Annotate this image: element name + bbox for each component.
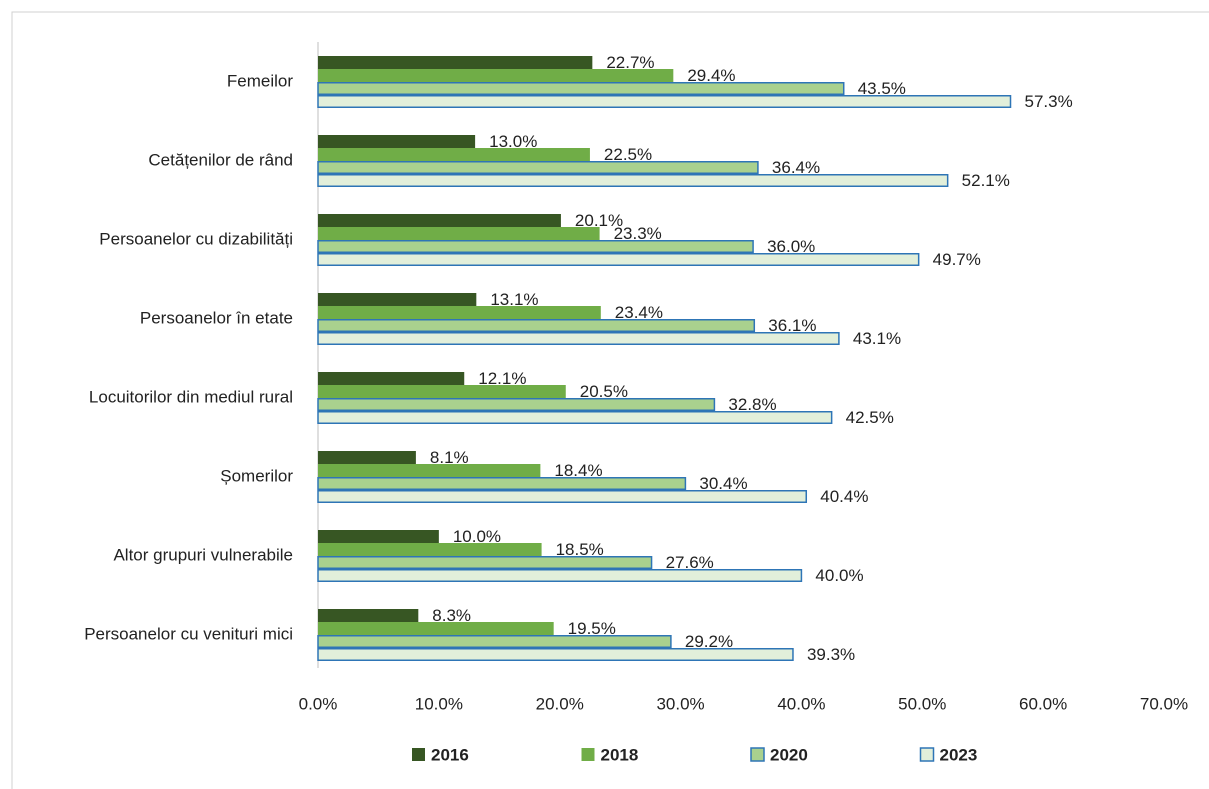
y-tick-label: Persoanelor cu dizabilități <box>99 229 293 248</box>
y-tick-label: Șomerilor <box>220 466 293 485</box>
data-label: 23.4% <box>615 303 663 322</box>
data-label: 18.5% <box>556 540 604 559</box>
bar <box>318 372 465 385</box>
data-label: 13.1% <box>490 290 538 309</box>
x-tick-label: 30.0% <box>656 694 704 713</box>
data-label: 22.5% <box>604 145 652 164</box>
bar <box>318 306 601 319</box>
bar <box>317 253 920 266</box>
legend-swatch <box>919 747 935 762</box>
bar <box>318 135 476 148</box>
data-label: 43.5% <box>858 79 906 98</box>
bar <box>318 56 593 69</box>
bar <box>317 319 756 332</box>
bar <box>318 451 416 464</box>
bar <box>317 477 687 490</box>
x-tick-label: 60.0% <box>1019 694 1067 713</box>
bar <box>317 635 672 648</box>
y-tick-label: Locuitorilor din mediul rural <box>89 387 293 406</box>
x-tick-label: 40.0% <box>777 694 825 713</box>
data-label: 39.3% <box>807 645 855 664</box>
data-label: 36.4% <box>772 158 820 177</box>
x-tick-label: 0.0% <box>299 694 338 713</box>
data-label: 40.4% <box>820 487 868 506</box>
bar <box>317 174 949 187</box>
legend-swatch <box>412 748 425 761</box>
data-label: 29.2% <box>685 632 733 651</box>
data-label: 22.7% <box>606 53 654 72</box>
y-tick-label: Cetățenilor de rând <box>148 150 293 169</box>
y-tick-label: Altor grupuri vulnerabile <box>113 545 293 564</box>
data-label: 43.1% <box>853 329 901 348</box>
data-label: 36.0% <box>767 237 815 256</box>
x-tick-label: 70.0% <box>1140 694 1188 713</box>
bar <box>317 82 845 95</box>
bar <box>318 464 541 477</box>
data-label: 29.4% <box>687 66 735 85</box>
x-tick-label: 20.0% <box>536 694 584 713</box>
bar <box>318 530 439 543</box>
data-label: 23.3% <box>614 224 662 243</box>
data-label: 18.4% <box>554 461 602 480</box>
bar <box>317 569 803 582</box>
bar <box>317 240 754 253</box>
bar <box>318 609 419 622</box>
legend-label: 2016 <box>431 745 469 764</box>
bar <box>317 490 808 503</box>
legend-swatch <box>750 747 765 762</box>
data-label: 27.6% <box>666 553 714 572</box>
data-label: 8.1% <box>430 448 469 467</box>
data-label: 10.0% <box>453 527 501 546</box>
legend-label: 2018 <box>601 745 639 764</box>
data-label: 19.5% <box>568 619 616 638</box>
bar <box>318 385 566 398</box>
data-label: 8.3% <box>432 606 471 625</box>
data-label: 42.5% <box>846 408 894 427</box>
bar <box>317 95 1012 108</box>
data-label: 20.5% <box>580 382 628 401</box>
bar <box>318 69 674 82</box>
bar <box>317 332 840 345</box>
bar <box>317 161 759 174</box>
data-label: 12.1% <box>478 369 526 388</box>
y-tick-label: Persoanelor cu venituri mici <box>84 624 293 643</box>
bar <box>318 622 554 635</box>
legend-label: 2020 <box>770 745 808 764</box>
bar <box>318 148 590 161</box>
legend-label: 2023 <box>940 745 978 764</box>
y-tick-label: Persoanelor în etate <box>140 308 293 327</box>
data-label: 49.7% <box>933 250 981 269</box>
data-label: 52.1% <box>962 171 1010 190</box>
data-label: 57.3% <box>1025 92 1073 111</box>
bar <box>318 227 600 240</box>
data-label: 30.4% <box>699 474 747 493</box>
y-tick-label: Femeilor <box>227 71 293 90</box>
legend-swatch <box>581 748 595 761</box>
data-label: 36.1% <box>768 316 816 335</box>
x-tick-label: 50.0% <box>898 694 946 713</box>
data-label: 40.0% <box>815 566 863 585</box>
bar <box>317 411 833 424</box>
bar <box>318 543 542 556</box>
data-label: 13.0% <box>489 132 537 151</box>
bar <box>318 214 561 227</box>
data-label: 32.8% <box>728 395 776 414</box>
chart-frame <box>11 11 1209 789</box>
data-label: 20.1% <box>575 211 623 230</box>
bar <box>317 556 653 569</box>
bar <box>317 648 794 661</box>
bar <box>318 293 477 306</box>
x-tick-label: 10.0% <box>415 694 463 713</box>
bar <box>317 398 716 411</box>
